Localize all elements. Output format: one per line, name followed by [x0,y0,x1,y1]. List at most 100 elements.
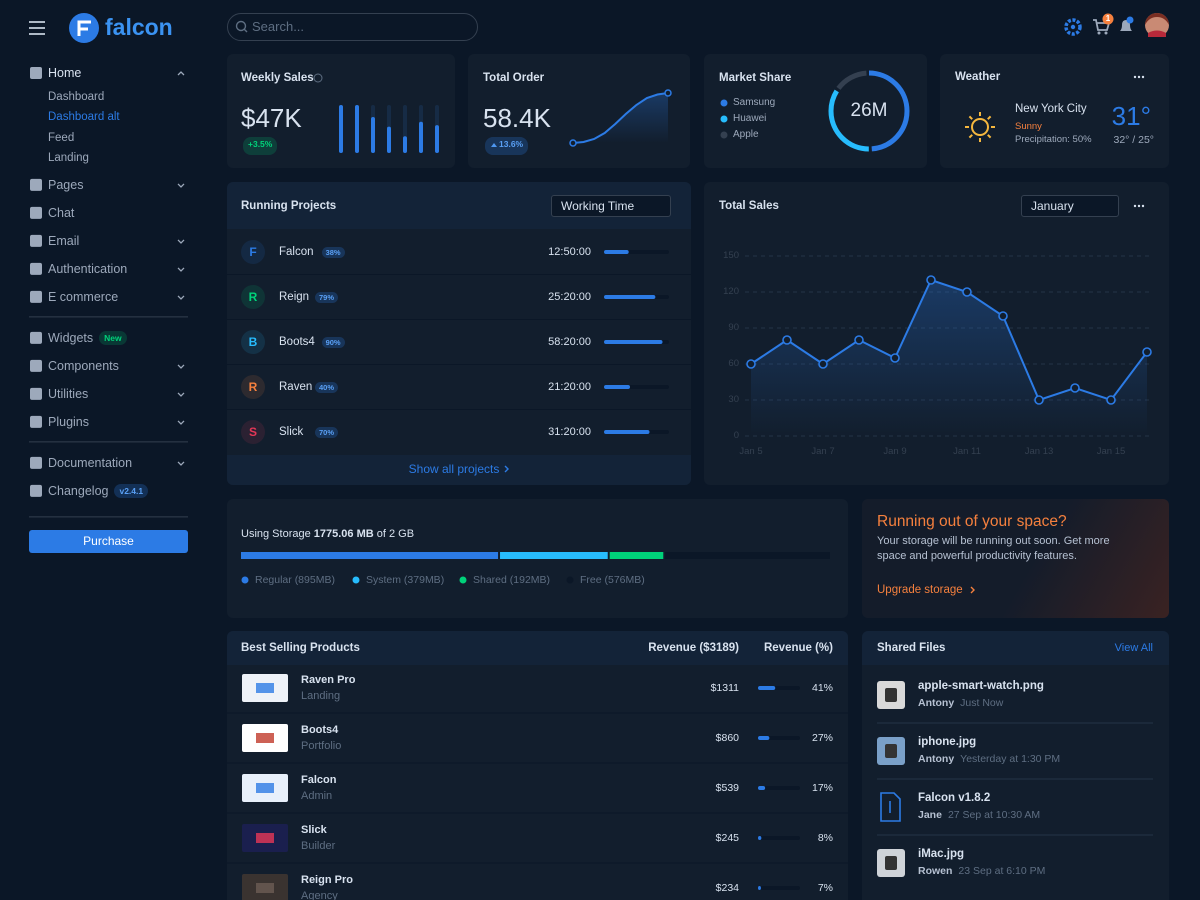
card-title: Running Projects [241,200,337,212]
nav-icon [30,415,42,428]
project-initial: B [248,335,258,349]
y-tick-label: 30 [728,394,739,405]
bell-dot [1126,16,1134,24]
nav-child[interactable]: Dashboard [48,91,105,103]
chevron [177,295,185,300]
info-icon [313,73,323,83]
cart-count: 1 [1105,14,1111,23]
bar [419,121,423,153]
card-header [227,631,848,665]
product-category: Agency [301,890,338,900]
avatar-circle [241,375,265,399]
nav-label: Components [48,358,119,373]
chevron-right [504,465,509,473]
nav-item[interactable]: Utilities [48,386,88,402]
nav-item[interactable]: Changelog v2.4.1 [48,483,149,499]
nav-item[interactable]: Components [48,358,119,374]
card-footer [227,455,691,485]
column-header: Revenue ($3189) [648,642,739,654]
sun-ray [968,115,973,120]
avatar-circle [241,285,265,309]
legend-label: Apple [733,129,759,140]
share-bar [758,836,762,840]
select[interactable]: Working Time [551,195,671,217]
nav-item[interactable]: Chat [48,205,74,221]
settings-icon [1064,18,1082,36]
promo-link[interactable]: Upgrade storage [877,584,963,596]
legend-label: Shared (192MB) [473,574,551,586]
card-title: Best Selling Products [241,642,360,654]
file-user: Rowen [918,865,953,877]
nav-item[interactable]: Widgets New [48,330,127,346]
nav-item[interactable]: E commerce [48,289,118,305]
nav-label: Chat [48,205,75,220]
settings-icon [1070,24,1076,30]
file-icon [880,792,901,822]
select[interactable]: January [1021,195,1119,217]
project-time: 21:20:00 [548,381,591,393]
card-title: Weekly Sales [241,72,314,84]
share-track [758,836,800,840]
card-title: Market Share [719,72,792,84]
nav-label: Email [48,233,80,248]
kpi-value: 58.4K [483,103,551,133]
purchase-button[interactable]: Purchase [29,529,188,553]
avatar-circle [241,330,265,354]
file-user: Antony [918,753,955,765]
chevron [177,267,185,272]
nav-item[interactable]: Documentation [48,455,132,471]
share-track [758,786,800,790]
nav-icon [30,484,42,497]
share-label: 17% [811,782,833,794]
donut-segment [828,70,910,152]
card [704,54,927,168]
nav-child[interactable]: Landing [48,151,89,164]
nav-child[interactable]: Dashboard alt [48,111,120,124]
more-dot [1137,75,1141,79]
card-title: Total Sales [719,200,779,212]
nav-child[interactable]: Feed [48,131,75,144]
nav-item[interactable]: Authentication [48,261,127,277]
more-dot [1141,204,1145,208]
file-meta: Jane 27 Sep at 10:30 AM [918,807,1040,823]
legend-label: Samsung [733,97,776,108]
sun-ray [987,134,992,139]
show-all-link[interactable]: Show all projects [408,462,500,476]
bar [435,125,439,153]
avatar [1145,13,1169,37]
y-tick-label: 90 [728,322,739,333]
nav-label: Widgets [48,330,94,345]
file-user: Jane [918,809,942,821]
share-label: 41% [811,682,833,694]
more-dot [1141,75,1145,79]
nav-item[interactable]: Home [48,65,81,81]
file-name: iphone.jpg [918,736,977,748]
line [750,278,1148,402]
nav-item[interactable]: Pages [48,177,83,193]
nav-item[interactable]: Plugins [48,414,89,430]
view-all-link[interactable]: View All [1114,642,1153,654]
point [1034,395,1044,405]
project-badge: 40% [315,382,339,393]
share-bar [758,736,770,740]
temperature-range: 32° / 25° [1113,134,1154,146]
project-badge: 38% [321,247,345,258]
promo-title: Running out of your space? [877,513,1067,530]
project-badge: 79% [315,292,339,303]
search-box[interactable] [227,13,478,41]
point [890,353,900,363]
bar [387,126,391,153]
bar [339,105,343,153]
cart-badge [1102,13,1114,25]
brand: falcon [105,14,173,40]
nav-item[interactable]: Email [48,233,79,249]
sun-ray [968,134,973,139]
file-user: Antony [918,697,955,709]
point [962,287,972,297]
file-time: Just Now [960,697,1004,709]
card-title: Weather [955,71,1001,83]
nav-label: Pages [48,177,84,192]
project-name: Falcon [279,246,314,258]
